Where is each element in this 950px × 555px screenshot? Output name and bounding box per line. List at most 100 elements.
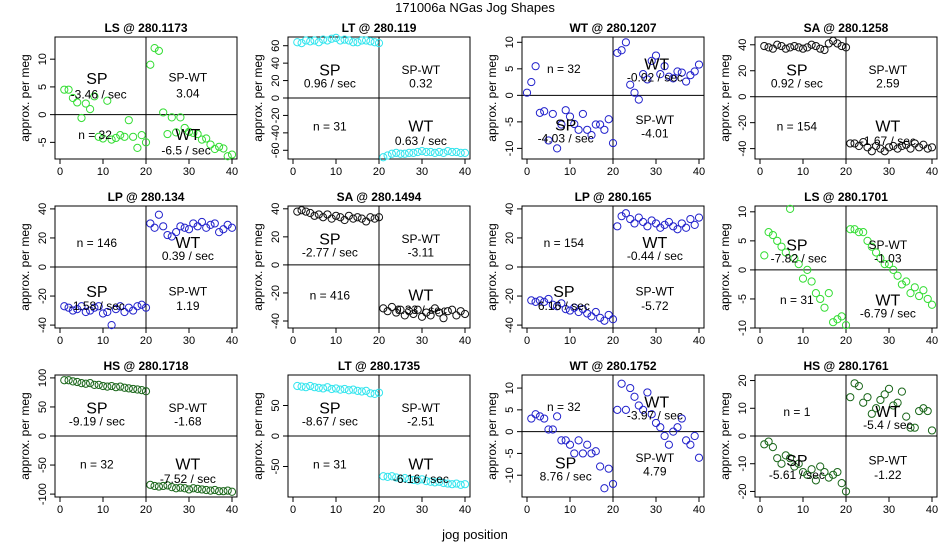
data-point bbox=[64, 376, 73, 385]
wt-rate: -0.02 / sec bbox=[627, 70, 683, 84]
data-point bbox=[223, 152, 232, 161]
data-point bbox=[362, 386, 371, 395]
x-tick-label: 0 bbox=[57, 504, 63, 516]
data-point bbox=[448, 305, 457, 314]
data-point bbox=[919, 404, 928, 413]
data-point bbox=[820, 303, 829, 312]
chart-panel: LS @ 280.1701 0 10 20 30 40 -10 -5 0 5 10 approx. p… bbox=[718, 190, 938, 347]
data-point bbox=[443, 307, 452, 316]
data-point bbox=[841, 487, 851, 496]
data-point bbox=[111, 305, 121, 314]
data-point bbox=[798, 44, 808, 53]
x-tick-label: 40 bbox=[226, 335, 238, 347]
data-point bbox=[133, 302, 142, 311]
y-axis-label: approx. per meg bbox=[251, 54, 265, 141]
data-point bbox=[807, 465, 816, 474]
data-point bbox=[306, 37, 315, 46]
x-tick-label: 0 bbox=[524, 335, 530, 347]
data-point bbox=[98, 134, 108, 143]
n-label: n = 1 bbox=[783, 405, 810, 419]
y-tick-label: 0 bbox=[270, 262, 282, 268]
spwt-value: -1.03 bbox=[874, 252, 902, 266]
data-point bbox=[439, 314, 448, 323]
chart-title: HS @ 280.1761 bbox=[803, 359, 888, 373]
y-tick-label: 0 bbox=[737, 433, 749, 439]
data-point bbox=[94, 132, 103, 141]
wt-rate: -6.5 / sec bbox=[161, 144, 210, 158]
data-point bbox=[634, 401, 643, 410]
data-point bbox=[561, 436, 570, 445]
wt-label: WT bbox=[875, 119, 900, 136]
data-point bbox=[621, 209, 631, 218]
wt-label: WT bbox=[408, 288, 433, 305]
wt-label: WT bbox=[875, 293, 900, 310]
data-point bbox=[803, 265, 812, 275]
data-point bbox=[669, 427, 678, 436]
data-point bbox=[535, 296, 545, 305]
data-point bbox=[60, 302, 69, 311]
data-point bbox=[798, 467, 808, 477]
data-point bbox=[764, 228, 773, 237]
data-point bbox=[884, 384, 894, 393]
y-tick-label: -60 bbox=[270, 142, 282, 158]
data-point bbox=[574, 125, 583, 134]
y-tick-label: 0 bbox=[37, 112, 49, 118]
spwt-label: SP-WT bbox=[869, 454, 908, 468]
data-point bbox=[647, 410, 656, 419]
data-point bbox=[133, 143, 142, 153]
y-tick-label: 10 bbox=[737, 206, 749, 218]
data-point bbox=[396, 149, 405, 158]
wt-rate: 0.33 / sec bbox=[395, 303, 447, 317]
data-point bbox=[841, 43, 851, 52]
data-point bbox=[167, 232, 176, 241]
y-tick-label: 5 bbox=[504, 407, 516, 413]
x-tick-label: 40 bbox=[693, 166, 705, 178]
data-point bbox=[664, 440, 674, 449]
data-point bbox=[613, 405, 622, 414]
data-point bbox=[884, 259, 894, 269]
data-point bbox=[163, 481, 172, 490]
data-point bbox=[141, 387, 151, 396]
data-point bbox=[880, 259, 889, 269]
sp-rate: 0.92 / sec bbox=[771, 77, 823, 91]
data-point bbox=[673, 225, 682, 234]
data-point bbox=[686, 214, 695, 224]
data-point bbox=[565, 306, 575, 315]
data-point bbox=[64, 85, 73, 94]
data-point bbox=[60, 376, 69, 385]
chart-title: LP @ 280.165 bbox=[575, 190, 652, 204]
data-point bbox=[617, 46, 626, 55]
data-point bbox=[409, 309, 418, 319]
y-tick-label: -20 bbox=[270, 285, 282, 301]
sp-rate: -4.03 / sec bbox=[538, 131, 594, 145]
x-tick-label: 40 bbox=[926, 335, 938, 347]
data-point bbox=[690, 220, 699, 229]
data-point bbox=[798, 274, 808, 283]
data-point bbox=[301, 36, 310, 45]
data-point bbox=[172, 128, 181, 137]
data-point bbox=[141, 138, 151, 147]
data-point bbox=[919, 286, 928, 295]
data-point bbox=[686, 440, 695, 449]
data-point bbox=[357, 214, 366, 223]
sp-label: SP bbox=[555, 117, 576, 134]
sp-rate: 6.16 / sec bbox=[538, 299, 590, 313]
x-tick-label: 40 bbox=[926, 504, 938, 516]
data-point bbox=[656, 423, 665, 432]
data-point bbox=[323, 210, 332, 219]
y-tick-label: 40 bbox=[270, 203, 282, 215]
y-tick-label: 50 bbox=[37, 401, 49, 413]
data-point bbox=[452, 147, 461, 157]
y-tick-label: 20 bbox=[737, 374, 749, 386]
y-tick-label: 5 bbox=[504, 66, 516, 72]
data-point bbox=[223, 220, 232, 229]
data-point bbox=[120, 307, 129, 317]
data-point bbox=[293, 207, 302, 216]
x-tick-label: 10 bbox=[330, 335, 342, 347]
data-point bbox=[310, 383, 319, 392]
data-point bbox=[587, 312, 596, 321]
data-point bbox=[107, 320, 116, 330]
data-point bbox=[159, 222, 168, 231]
x-tick-label: 30 bbox=[650, 166, 662, 178]
